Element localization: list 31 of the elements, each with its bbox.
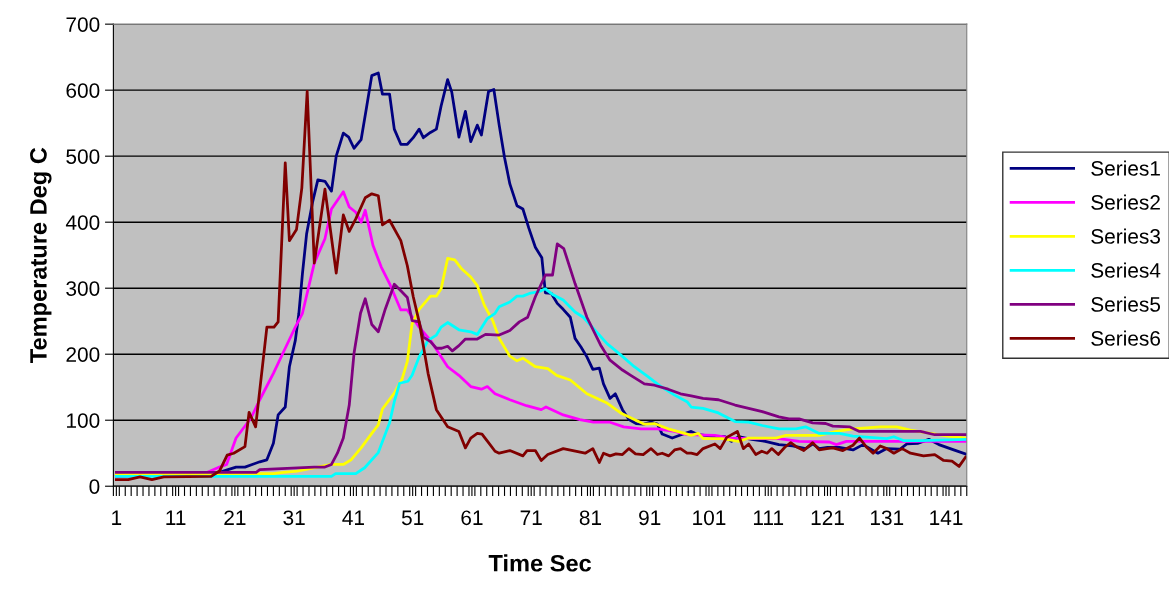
y-tick-label: 300 xyxy=(66,281,100,296)
x-tick-label: 41 xyxy=(342,510,364,525)
y-tick-label: 400 xyxy=(65,215,100,230)
y-tick-label: 500 xyxy=(66,149,100,164)
x-tick-label: 91 xyxy=(639,510,661,526)
legend-label: Series4 xyxy=(1091,262,1161,278)
x-tick-label: 121 xyxy=(811,510,844,525)
x-tick-label: 51 xyxy=(401,510,424,526)
x-axis-title: Time Sec xyxy=(488,554,592,572)
y-axis-title: Temperature Deg C xyxy=(30,147,52,363)
x-tick-label: 111 xyxy=(753,510,784,525)
x-tick-label: 81 xyxy=(579,510,602,526)
legend-label: Series3 xyxy=(1091,228,1160,244)
x-tick-label: 1 xyxy=(112,510,122,525)
x-tick-label: 61 xyxy=(461,510,483,526)
x-tick-label: 71 xyxy=(520,510,542,525)
x-tick-label: 11 xyxy=(166,510,186,525)
x-tick-label: 101 xyxy=(693,510,726,526)
y-tick-label: 100 xyxy=(67,413,100,428)
y-tick-label: 200 xyxy=(66,347,100,362)
x-tick-label: 131 xyxy=(870,510,904,526)
y-tick-label: 0 xyxy=(89,479,100,494)
legend-label: Series2 xyxy=(1091,194,1160,210)
y-tick-label: 600 xyxy=(66,83,100,98)
legend-label: Series6 xyxy=(1091,330,1160,346)
x-tick-label: 141 xyxy=(930,510,963,525)
x-tick-label: 21 xyxy=(224,510,246,525)
y-tick-label: 700 xyxy=(66,17,100,32)
x-tick-label: 31 xyxy=(283,510,305,526)
legend-label: Series5 xyxy=(1091,296,1161,312)
legend-label: Series1 xyxy=(1091,160,1160,176)
